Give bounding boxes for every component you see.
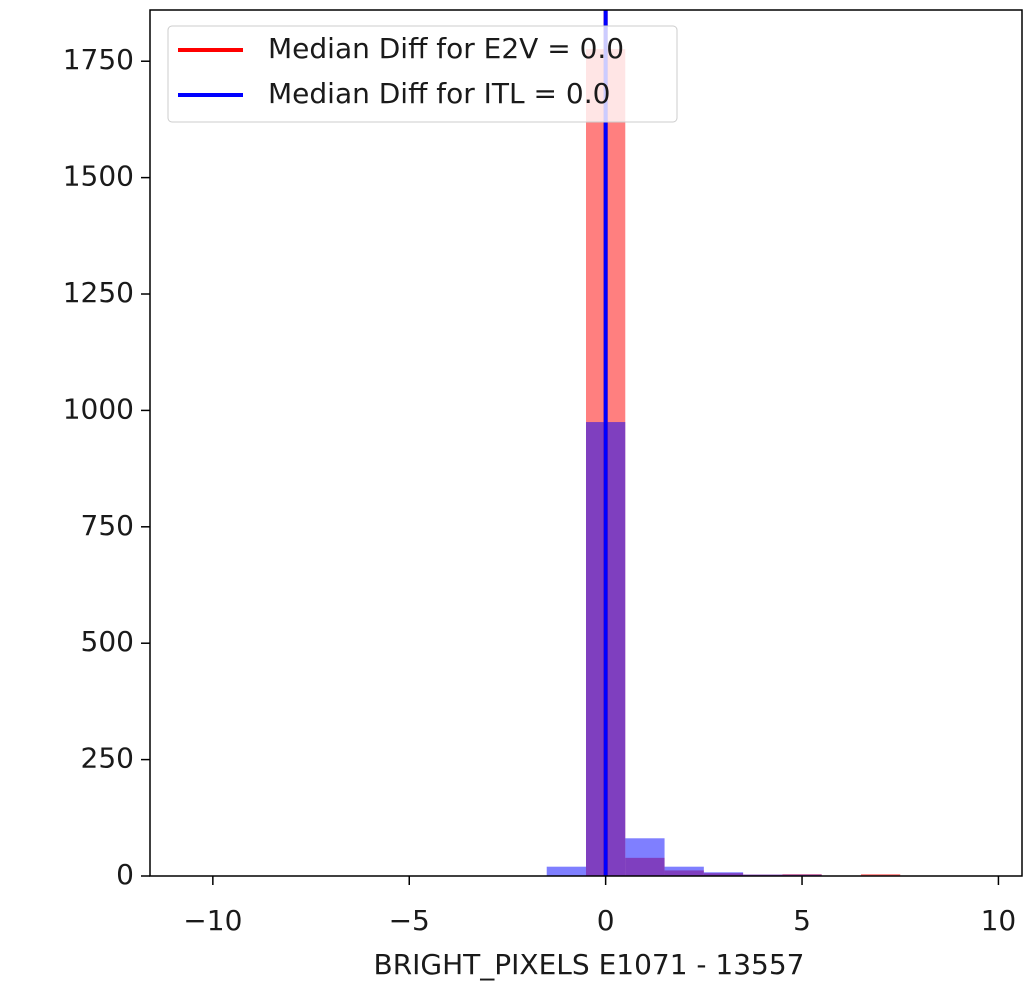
x-axis-label: BRIGHT_PIXELS E1071 - 13557 xyxy=(374,948,805,981)
plot-frame xyxy=(149,9,1023,877)
histogram-bar xyxy=(625,838,665,876)
y-tick-label: 1750 xyxy=(63,43,134,76)
legend-label: Median Diff for E2V = 0.0 xyxy=(268,32,624,65)
y-tick-label: 1000 xyxy=(63,392,134,425)
x-tick-label: 0 xyxy=(597,904,615,937)
y-tick-label: 750 xyxy=(81,509,134,542)
legend-box xyxy=(167,25,678,123)
y-tick-label: 250 xyxy=(81,742,134,775)
x-tick-label: 5 xyxy=(793,904,811,937)
y-tick-label: 1500 xyxy=(63,160,134,193)
legend-label: Median Diff for ITL = 0.0 xyxy=(268,77,610,110)
histogram-bar xyxy=(860,874,901,876)
histogram-bar xyxy=(546,866,586,876)
histogram-bar xyxy=(664,866,704,876)
x-tick-label: −5 xyxy=(389,904,430,937)
histogram-bar xyxy=(703,872,744,876)
x-tick-label: 10 xyxy=(981,904,1017,937)
y-tick-label: 500 xyxy=(81,625,134,658)
x-tick-label: −10 xyxy=(183,904,242,937)
y-tick-label: 0 xyxy=(116,858,134,891)
y-tick-label: 1250 xyxy=(63,276,134,309)
